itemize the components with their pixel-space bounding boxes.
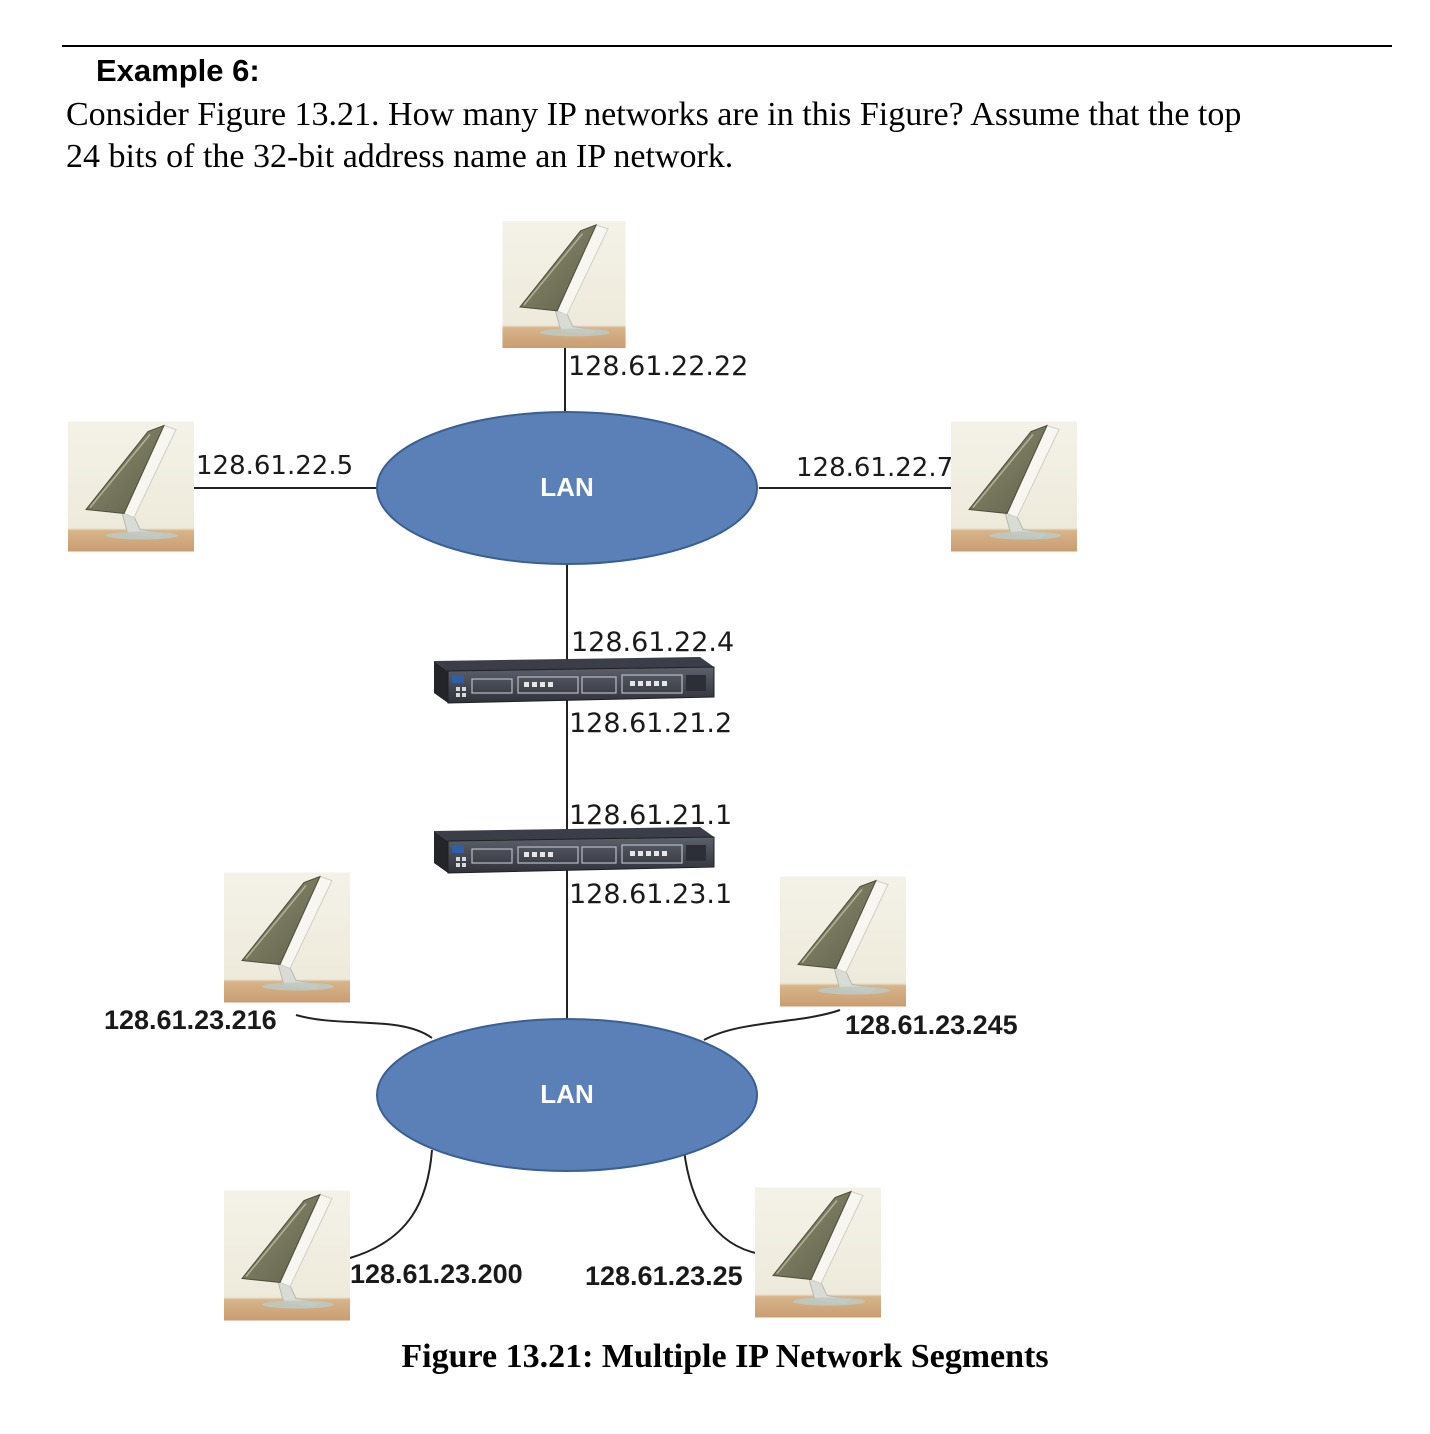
figure-caption: Figure 13.21: Multiple IP Network Segmen… — [401, 1338, 1049, 1375]
address-router-lower-bottom: 128.61.23.1 — [569, 879, 732, 910]
computer-245-icon — [780, 876, 906, 1007]
computer-200-icon — [224, 1190, 350, 1321]
link-host-245 — [703, 1009, 841, 1041]
address-host-245: 128.61.23.245 — [845, 1010, 1018, 1040]
example-heading: Example 6: — [96, 53, 260, 88]
address-router-upper-bottom: 128.61.21.2 — [569, 708, 732, 739]
link-host-200 — [349, 1149, 433, 1259]
address-host-216: 128.61.23.216 — [104, 1005, 277, 1035]
lan-top: LAN — [376, 411, 758, 565]
computer-216-icon — [224, 872, 350, 1003]
lan-top-label: LAN — [540, 472, 593, 502]
lan-bottom-label: LAN — [540, 1079, 593, 1109]
lan-bottom: LAN — [376, 1018, 758, 1172]
router-upper-icon — [433, 656, 715, 704]
top-rule — [62, 45, 1392, 47]
address-router-upper-top: 128.61.22.4 — [571, 627, 734, 658]
computer-top-icon — [501, 221, 627, 348]
connection-lines — [193, 347, 953, 1259]
link-host-25 — [683, 1149, 761, 1255]
computer-left-icon — [68, 421, 194, 552]
address-top-host: 128.61.22.22 — [568, 351, 748, 382]
address-host-200: 128.61.23.200 — [350, 1259, 523, 1289]
question-line-2: 24 bits of the 32-bit address name an IP… — [66, 138, 734, 175]
link-host-216 — [295, 1014, 433, 1039]
address-left-host: 128.61.22.5 — [196, 451, 353, 481]
question-line-1: Consider Figure 13.21. How many IP netwo… — [66, 96, 1242, 133]
example-question: Consider Figure 13.21. How many IP netwo… — [66, 94, 1386, 178]
router-lower-icon — [433, 826, 715, 874]
address-router-lower-top: 128.61.21.1 — [569, 800, 732, 831]
address-host-25: 128.61.23.25 — [585, 1261, 743, 1291]
computer-25-icon — [755, 1187, 881, 1318]
computer-right-icon — [951, 421, 1077, 552]
address-right-host: 128.61.22.7 — [796, 453, 953, 483]
